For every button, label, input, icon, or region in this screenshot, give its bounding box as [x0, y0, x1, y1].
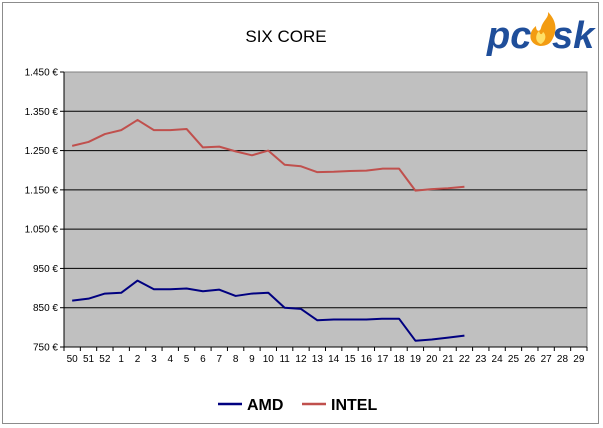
legend-label-amd: AMD — [247, 397, 283, 414]
x-tick-label: 3 — [151, 354, 157, 365]
legend: AMD INTEL — [218, 397, 377, 414]
plot-area: 750 € 850 € 950 € 1.050 € 1.150 € 1.250 € 1.35… — [25, 68, 588, 365]
x-tick-label: 50 — [67, 354, 79, 365]
x-tick-label: 4 — [167, 354, 173, 365]
y-tick-label: 1.050 € — [25, 225, 59, 236]
x-tick-label: 2 — [135, 354, 141, 365]
y-tick-label: 750 € — [33, 343, 58, 354]
x-tick-label: 10 — [263, 354, 275, 365]
x-tick-label: 11 — [279, 354, 290, 365]
legend-label-intel: INTEL — [331, 397, 377, 414]
x-tick-label: 17 — [377, 354, 389, 365]
series-line-amd — [72, 279, 465, 342]
x-tick-label: 24 — [492, 354, 504, 365]
y-tick-label: 1.250 € — [25, 146, 59, 157]
x-tick-label: 7 — [216, 354, 222, 365]
x-tick-label: 22 — [459, 354, 471, 365]
x-tick-label: 15 — [344, 354, 356, 365]
y-tick-label: 1.450 € — [25, 68, 59, 79]
x-tick-label: 52 — [99, 354, 111, 365]
logo-text-pc: pc — [486, 15, 531, 57]
series-line-intel — [71, 118, 465, 192]
x-tick-label: 23 — [475, 354, 487, 365]
x-tick-label: 27 — [541, 354, 553, 365]
x-tick-label: 26 — [524, 354, 536, 365]
y-tick-label: 1.350 € — [25, 107, 59, 118]
x-tick-label: 1 — [118, 354, 124, 365]
x-tick-label: 8 — [233, 354, 239, 365]
x-tick-label: 19 — [410, 354, 422, 365]
x-tick-label: 51 — [83, 354, 95, 365]
chart-title: SIX CORE — [245, 27, 326, 46]
x-tick-label: 28 — [557, 354, 569, 365]
x-tick-label: 21 — [443, 354, 455, 365]
flame-icon — [530, 12, 556, 46]
pcosk-logo: pc sk — [486, 12, 596, 57]
logo-text-sk: sk — [552, 15, 596, 57]
y-tick-label: 950 € — [33, 264, 58, 275]
y-tick-label: 1.150 € — [25, 185, 59, 196]
plot-background — [63, 71, 588, 348]
x-tick-label: 12 — [295, 354, 307, 365]
y-tick-label: 850 € — [33, 303, 58, 314]
x-tick-label: 9 — [249, 354, 255, 365]
x-tick-label: 5 — [184, 354, 190, 365]
x-tick-label: 14 — [328, 354, 340, 365]
x-tick-label: 13 — [312, 354, 324, 365]
x-tick-label: 16 — [361, 354, 373, 365]
x-tick-label: 20 — [426, 354, 438, 365]
x-tick-label: 6 — [200, 354, 206, 365]
x-tick-label: 25 — [508, 354, 520, 365]
x-tick-label: 18 — [393, 354, 405, 365]
x-tick-label: 29 — [573, 354, 585, 365]
